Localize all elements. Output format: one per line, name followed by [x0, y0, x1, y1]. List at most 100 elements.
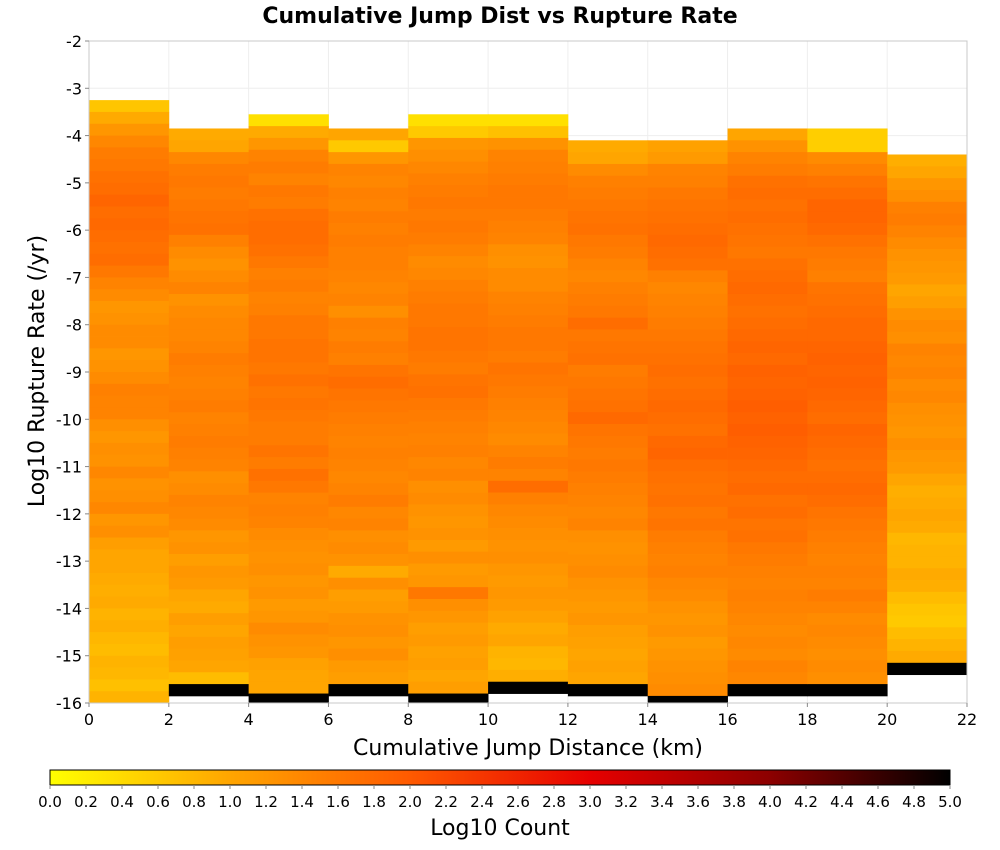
heatmap-cell — [647, 483, 728, 496]
heatmap-cell — [89, 419, 170, 432]
heatmap-cell — [727, 424, 808, 437]
heatmap-cell — [567, 483, 649, 496]
heatmap-cell — [248, 693, 329, 704]
heatmap-cell — [408, 338, 489, 352]
heatmap-cell — [567, 506, 649, 519]
heatmap-cell — [248, 338, 329, 352]
heatmap-cell — [168, 270, 250, 283]
heatmap-cell — [488, 480, 569, 493]
heatmap-cell — [89, 218, 170, 231]
heatmap-cell — [488, 551, 569, 564]
heatmap-cell — [647, 187, 728, 200]
heatmap-cell — [89, 632, 170, 645]
heatmap-cell — [887, 485, 968, 498]
heatmap-cell — [248, 185, 329, 198]
heatmap-cell — [408, 315, 489, 328]
heatmap-cell — [248, 303, 329, 316]
heatmap-cell — [168, 199, 250, 212]
heatmap-cell — [168, 175, 250, 188]
heatmap-cell — [727, 376, 808, 389]
heatmap-cell — [807, 506, 888, 519]
heatmap-cell — [807, 483, 888, 496]
heatmap-cell — [408, 693, 489, 704]
heatmap-cell — [567, 494, 649, 508]
heatmap-cell — [168, 565, 250, 579]
heatmap-cell — [89, 490, 170, 503]
heatmap-cell — [248, 622, 329, 635]
heatmap-cell — [408, 362, 489, 375]
heatmap-cell — [567, 293, 649, 307]
heatmap-cell — [168, 684, 250, 697]
heatmap-cell — [887, 296, 968, 309]
heatmap-cell — [887, 402, 968, 415]
heatmap-cell — [328, 364, 409, 378]
heatmap-cell — [168, 518, 250, 531]
heatmap-cell — [168, 329, 250, 342]
heatmap-cell — [567, 518, 649, 531]
heatmap-cell — [248, 291, 329, 304]
heatmap-cell — [647, 459, 728, 472]
heatmap-cell — [89, 584, 170, 598]
heatmap-cell — [248, 279, 329, 293]
heatmap-cell — [567, 577, 649, 590]
heatmap-cell — [168, 246, 250, 259]
heatmap-cell — [647, 424, 728, 437]
heatmap-cell — [647, 660, 728, 673]
heatmap-cell — [488, 457, 569, 470]
heatmap-cell — [567, 530, 649, 543]
heatmap-cell — [567, 459, 649, 472]
heatmap-cell — [647, 234, 728, 248]
heatmap-cell — [807, 152, 888, 165]
heatmap-cell — [488, 409, 569, 423]
heatmap-cell — [408, 114, 489, 127]
heatmap-cell — [488, 528, 569, 541]
heatmap-cell — [488, 669, 569, 683]
heatmap-cell — [488, 279, 569, 293]
heatmap-cell — [807, 329, 888, 342]
heatmap-cell — [647, 341, 728, 354]
heatmap-cell — [727, 364, 808, 378]
heatmap-cell — [89, 253, 170, 267]
heatmap-cell — [328, 648, 409, 661]
heatmap-cell — [248, 362, 329, 375]
heatmap-cell — [328, 483, 409, 496]
heatmap-cell — [248, 327, 329, 340]
heatmap-cell — [168, 506, 250, 519]
heatmap-cell — [567, 412, 649, 425]
heatmap-cell — [248, 658, 329, 671]
heatmap-cell — [89, 561, 170, 574]
heatmap-cell — [328, 518, 409, 531]
chart-title: Cumulative Jump Dist vs Rupture Rate — [262, 4, 737, 29]
heatmap-cell — [887, 154, 968, 167]
heatmap-cell — [807, 471, 888, 484]
heatmap-cell — [727, 660, 808, 673]
heatmap-cell — [567, 270, 649, 283]
heatmap-cell — [887, 520, 968, 534]
heatmap-cell — [727, 648, 808, 661]
y-tick-label: -10 — [56, 410, 82, 429]
heatmap-cell — [807, 223, 888, 236]
heatmap-cell — [647, 577, 728, 590]
heatmap-cell — [727, 234, 808, 248]
heatmap-cell — [727, 483, 808, 496]
heatmap-cell — [488, 622, 569, 635]
heatmap-cell — [248, 480, 329, 493]
colorbar-tick-label: 0.6 — [146, 793, 170, 811]
heatmap-cell — [408, 267, 489, 281]
heatmap-cell — [567, 648, 649, 661]
x-tick-label: 8 — [403, 710, 413, 729]
heatmap-cell — [328, 494, 409, 508]
y-tick-label: -11 — [56, 458, 82, 477]
heatmap-cell — [168, 577, 250, 590]
heatmap-cell — [887, 497, 968, 510]
heatmap-cell — [328, 471, 409, 484]
heatmap-cell — [727, 506, 808, 519]
x-tick-label: 10 — [478, 710, 498, 729]
heatmap-cell — [168, 388, 250, 401]
heatmap-cell — [328, 459, 409, 472]
heatmap-cell — [248, 232, 329, 245]
colorbar-tick-label: 1.8 — [362, 793, 386, 811]
heatmap-cell — [647, 175, 728, 188]
heatmap-cell — [408, 504, 489, 517]
